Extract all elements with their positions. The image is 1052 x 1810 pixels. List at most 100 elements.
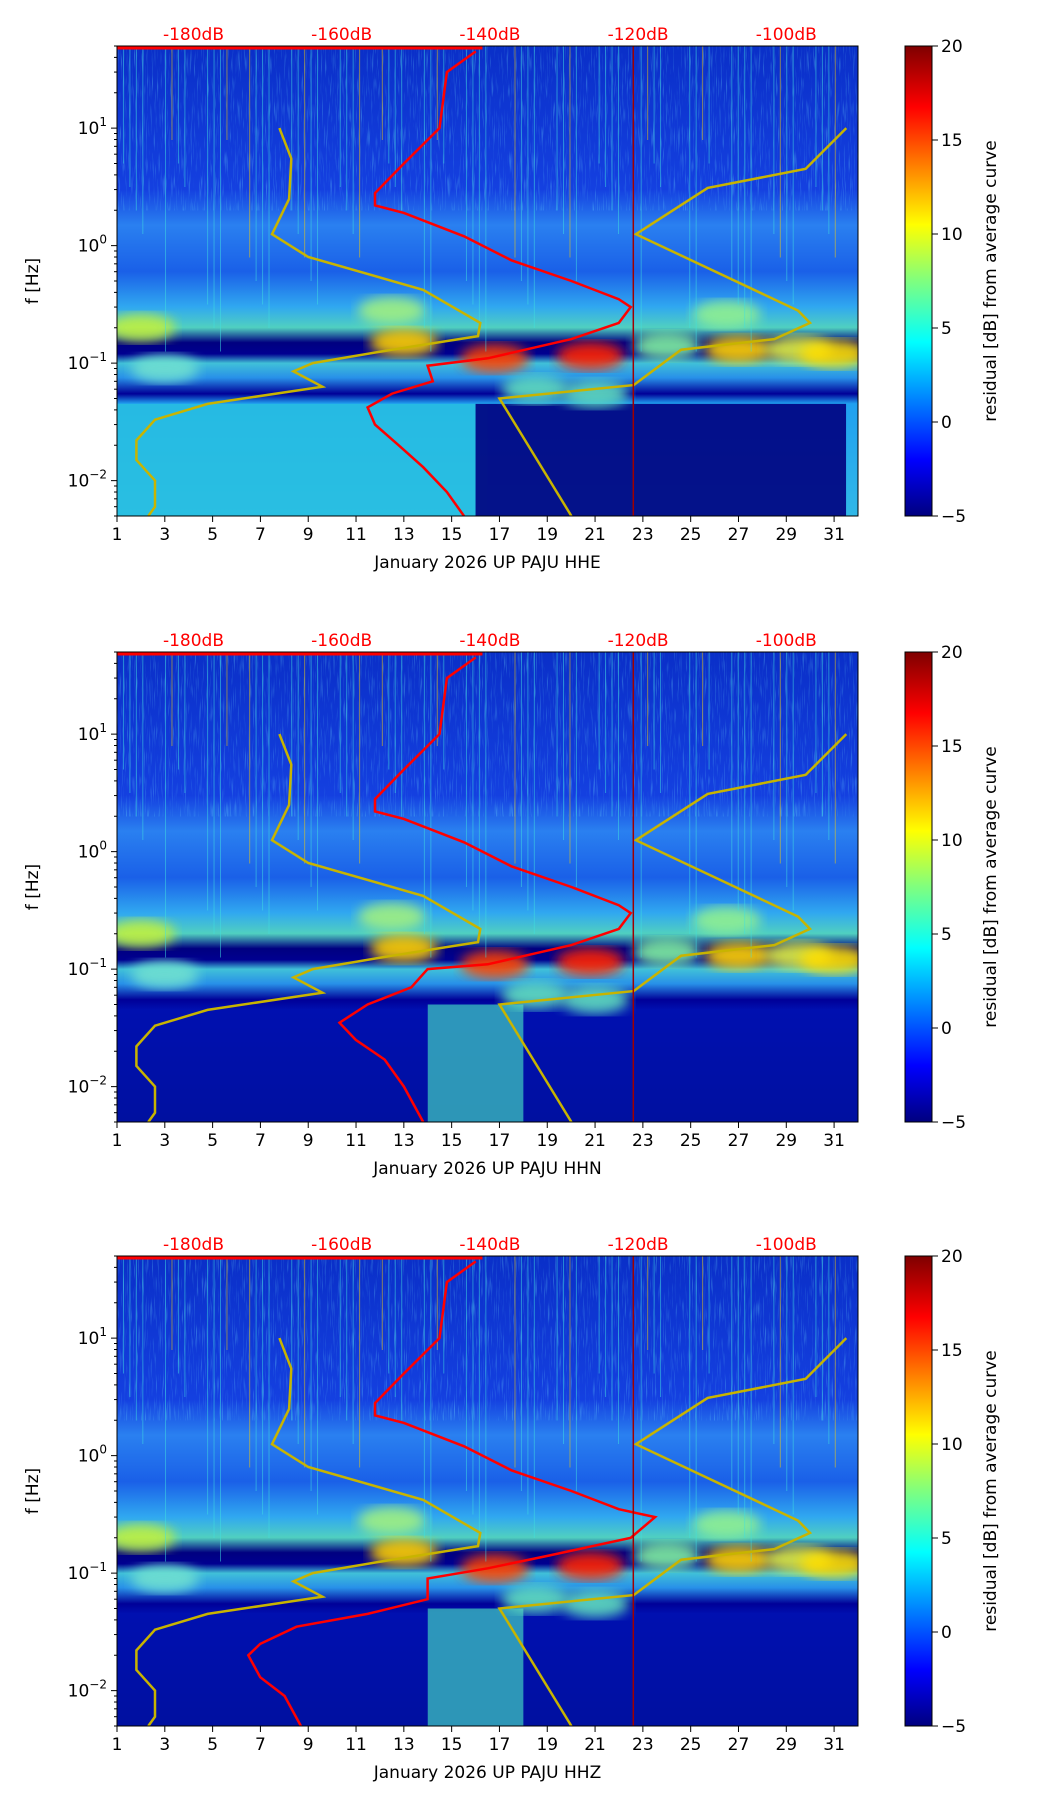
- x-tick-label: 9: [303, 525, 314, 545]
- colorbar-tick-label: 20: [941, 1247, 963, 1267]
- x-tick-label: 15: [441, 1735, 463, 1755]
- nlnm-curve: [135, 1337, 482, 1726]
- y-tick-label: 10−2: [68, 468, 107, 492]
- y-tick-label: 101: [78, 1325, 107, 1349]
- x-tick-label: 31: [823, 525, 845, 545]
- y-tick-label: 100: [78, 233, 107, 257]
- x-tick-label: 29: [775, 1735, 797, 1755]
- x-tick-label: 31: [823, 1131, 845, 1151]
- energy-blob: [117, 313, 175, 342]
- y-tick-label: 100: [78, 839, 107, 863]
- colorbar-tick-label: 0: [941, 1019, 952, 1039]
- energy-blob: [561, 379, 630, 408]
- x-tick-label: 3: [159, 525, 170, 545]
- energy-blob: [800, 1549, 858, 1578]
- top-db-label: -100dB: [756, 1235, 817, 1255]
- energy-blob: [561, 985, 630, 1014]
- x-tick-label: 7: [255, 1131, 266, 1151]
- y-tick-label: 101: [78, 721, 107, 745]
- low-freq-quiet: [475, 403, 847, 516]
- top-db-label: -180dB: [163, 1235, 224, 1255]
- energy-blob: [632, 937, 701, 966]
- energy-blob: [501, 375, 570, 404]
- x-tick-label: 23: [632, 525, 654, 545]
- energy-blob: [460, 1554, 529, 1583]
- x-axis-label: January 2026 UP PAJU HHE: [373, 553, 601, 573]
- colorbar-label: residual [dB] from average curve: [981, 1350, 1001, 1631]
- colorbar-tick-label: 15: [941, 131, 963, 151]
- colorbar-tick-label: 15: [941, 737, 963, 757]
- nhnm-curve: [497, 127, 848, 516]
- colorbar-tick-label: 5: [941, 925, 952, 945]
- x-tick-label: 1: [112, 1735, 123, 1755]
- energy-blob: [800, 339, 858, 368]
- energy-blob: [692, 300, 761, 329]
- x-tick-label: 11: [345, 1131, 367, 1151]
- x-tick-label: 21: [584, 525, 606, 545]
- colorbar-tick-label: 20: [941, 643, 963, 663]
- energy-blob: [632, 1541, 701, 1570]
- top-db-label: -100dB: [756, 25, 817, 45]
- x-tick-label: 27: [728, 525, 750, 545]
- energy-blob: [692, 906, 761, 935]
- y-tick-label: 10−1: [68, 956, 107, 980]
- spectrogram-image: [117, 46, 858, 516]
- x-tick-label: 29: [775, 1131, 797, 1151]
- energy-blob: [357, 296, 426, 325]
- spectrogram-image: [117, 652, 858, 1122]
- y-tick-label: 10−1: [68, 1560, 107, 1584]
- energy-blob: [501, 981, 570, 1010]
- y-tick-label: 101: [78, 115, 107, 139]
- x-tick-label: 7: [255, 525, 266, 545]
- colorbar-tick-label: 5: [941, 319, 952, 339]
- colorbar: [904, 651, 933, 1123]
- nlnm-curve: [135, 733, 482, 1122]
- x-tick-label: 5: [207, 1131, 218, 1151]
- energy-blob: [800, 945, 858, 974]
- x-tick-label: 1: [112, 525, 123, 545]
- x-tick-label: 25: [680, 1131, 702, 1151]
- x-tick-label: 19: [536, 1735, 558, 1755]
- colorbar-tick-label: 10: [941, 1435, 963, 1455]
- top-db-label: -180dB: [163, 25, 224, 45]
- energy-blob: [632, 331, 701, 360]
- x-tick-label: 17: [489, 1735, 511, 1755]
- colorbar-tick-label: 10: [941, 225, 963, 245]
- top-db-label: -140dB: [459, 631, 520, 651]
- top-db-label: -160dB: [311, 1235, 372, 1255]
- x-tick-label: 13: [393, 525, 415, 545]
- x-tick-label: 13: [393, 1131, 415, 1151]
- x-tick-label: 25: [680, 1735, 702, 1755]
- x-tick-label: 7: [255, 1735, 266, 1755]
- x-tick-label: 15: [441, 525, 463, 545]
- x-axis-label: January 2026 UP PAJU HHN: [372, 1159, 602, 1179]
- x-tick-label: 19: [536, 1131, 558, 1151]
- x-tick-label: 25: [680, 525, 702, 545]
- energy-blob: [501, 1585, 570, 1614]
- x-tick-label: 27: [728, 1735, 750, 1755]
- energy-blob: [692, 1510, 761, 1539]
- colorbar-tick-label: −5: [941, 1717, 966, 1737]
- top-db-label: -160dB: [311, 25, 372, 45]
- energy-blob: [117, 1523, 175, 1552]
- y-tick-label: 10−2: [68, 1074, 107, 1098]
- x-tick-label: 5: [207, 525, 218, 545]
- psd-curve: [246, 1260, 658, 1726]
- x-tick-label: 29: [775, 525, 797, 545]
- colorbar-tick-label: 0: [941, 1623, 952, 1643]
- top-db-label: -100dB: [756, 631, 817, 651]
- x-tick-label: 23: [632, 1131, 654, 1151]
- y-tick-label: 10−2: [68, 1678, 107, 1702]
- colorbar-tick-label: −5: [941, 1113, 966, 1133]
- x-tick-label: 19: [536, 525, 558, 545]
- x-tick-label: 17: [489, 1131, 511, 1151]
- colorbar-tick-label: 15: [941, 1341, 963, 1361]
- spectrogram-image: [117, 1256, 858, 1726]
- y-axis-label: f [Hz]: [23, 864, 43, 910]
- top-db-label: -140dB: [459, 1235, 520, 1255]
- x-tick-label: 3: [159, 1735, 170, 1755]
